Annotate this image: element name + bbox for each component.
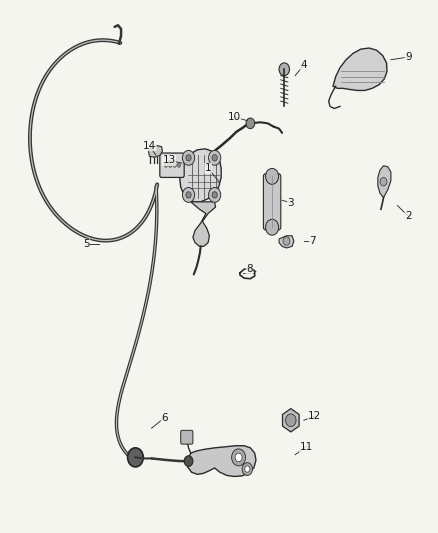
Circle shape bbox=[286, 414, 296, 426]
Text: 5: 5 bbox=[83, 239, 89, 249]
Text: 11: 11 bbox=[300, 442, 313, 452]
Circle shape bbox=[279, 63, 290, 76]
Polygon shape bbox=[187, 446, 256, 477]
Circle shape bbox=[208, 188, 221, 203]
Text: 6: 6 bbox=[161, 413, 168, 423]
Circle shape bbox=[186, 155, 191, 161]
Text: 1: 1 bbox=[205, 164, 212, 173]
Circle shape bbox=[212, 155, 217, 161]
Polygon shape bbox=[191, 202, 215, 246]
Text: 13: 13 bbox=[162, 156, 176, 165]
Text: 12: 12 bbox=[308, 411, 321, 421]
Circle shape bbox=[164, 163, 168, 167]
Text: 9: 9 bbox=[405, 52, 412, 62]
Circle shape bbox=[245, 466, 250, 472]
Circle shape bbox=[169, 163, 172, 167]
Text: 10: 10 bbox=[228, 112, 241, 122]
Circle shape bbox=[265, 168, 279, 184]
Circle shape bbox=[283, 237, 290, 245]
Text: 7: 7 bbox=[309, 236, 316, 246]
Circle shape bbox=[173, 163, 177, 167]
Circle shape bbox=[186, 192, 191, 198]
Circle shape bbox=[183, 150, 194, 165]
Polygon shape bbox=[333, 48, 387, 91]
Text: 14: 14 bbox=[143, 141, 156, 151]
FancyBboxPatch shape bbox=[263, 174, 281, 230]
Circle shape bbox=[232, 449, 246, 466]
Text: 4: 4 bbox=[300, 60, 307, 70]
Polygon shape bbox=[378, 166, 391, 198]
Circle shape bbox=[265, 219, 279, 235]
Circle shape bbox=[183, 188, 194, 203]
Text: 8: 8 bbox=[246, 264, 253, 274]
Circle shape bbox=[246, 118, 254, 128]
Polygon shape bbox=[279, 236, 294, 248]
Circle shape bbox=[380, 177, 387, 186]
Text: 3: 3 bbox=[287, 198, 294, 208]
Circle shape bbox=[242, 463, 253, 475]
Circle shape bbox=[127, 448, 143, 467]
FancyBboxPatch shape bbox=[160, 153, 184, 177]
Circle shape bbox=[184, 456, 193, 466]
Polygon shape bbox=[283, 409, 299, 432]
Circle shape bbox=[208, 150, 221, 165]
Polygon shape bbox=[148, 146, 162, 157]
Polygon shape bbox=[180, 149, 221, 202]
Circle shape bbox=[212, 192, 217, 198]
Circle shape bbox=[235, 453, 242, 462]
Text: 2: 2 bbox=[405, 211, 412, 221]
Circle shape bbox=[177, 163, 181, 167]
FancyBboxPatch shape bbox=[181, 430, 193, 444]
